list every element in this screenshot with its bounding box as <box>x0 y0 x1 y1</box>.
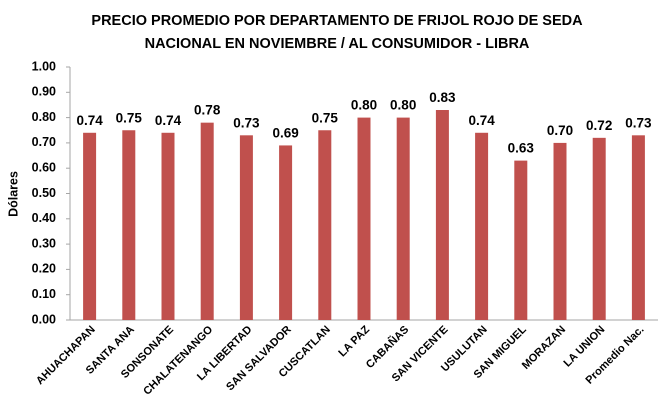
bar <box>318 130 332 320</box>
y-tick-label: 0.70 <box>32 135 56 149</box>
chart-title: PRECIO PROMEDIO POR DEPARTAMENTO DE FRIJ… <box>91 13 583 29</box>
y-tick-label: 0.90 <box>32 85 56 99</box>
value-label: 0.72 <box>586 118 612 133</box>
value-label: 0.80 <box>351 98 377 113</box>
y-axis-label: Dólares <box>6 171 20 217</box>
value-label: 0.75 <box>116 110 143 125</box>
y-tick-label: 0.80 <box>32 110 56 124</box>
bar <box>396 117 410 320</box>
x-tick-label: AHUACHAPAN <box>34 324 98 388</box>
bar <box>357 117 371 320</box>
bar <box>122 130 136 320</box>
bar <box>161 132 175 320</box>
y-tick-label: 0.60 <box>32 160 56 174</box>
y-tick-label: 0.40 <box>32 211 56 225</box>
y-tick-label: 0.10 <box>32 287 56 301</box>
value-label: 0.75 <box>312 110 339 125</box>
value-label: 0.63 <box>508 141 535 156</box>
value-label: 0.70 <box>547 123 573 138</box>
bar <box>475 132 489 320</box>
value-label: 0.80 <box>390 98 416 113</box>
value-label: 0.69 <box>272 125 298 140</box>
y-tick-label: 0.30 <box>32 236 56 250</box>
value-label: 0.73 <box>233 115 260 130</box>
chart-title: NACIONAL EN NOVIEMBRE / AL CONSUMIDOR - … <box>145 36 530 52</box>
bar <box>83 132 97 320</box>
value-label: 0.74 <box>76 113 103 128</box>
bar <box>631 135 645 320</box>
bar <box>592 137 606 320</box>
y-tick-label: 0.20 <box>32 262 56 276</box>
value-label: 0.73 <box>625 115 652 130</box>
y-tick-label: 1.00 <box>32 59 56 73</box>
bar <box>435 110 449 320</box>
y-tick-label: 0.50 <box>32 186 56 200</box>
value-label: 0.78 <box>194 103 221 118</box>
bar <box>279 145 293 320</box>
x-tick-label: LA PAZ <box>336 323 372 359</box>
value-label: 0.83 <box>429 90 456 105</box>
x-tick-label: CHALATENANGO <box>141 323 215 397</box>
bar <box>239 135 253 320</box>
value-label: 0.74 <box>155 113 182 128</box>
y-tick-label: 0.00 <box>32 312 56 326</box>
bar <box>514 160 528 320</box>
value-label: 0.74 <box>468 113 495 128</box>
bar <box>200 122 214 320</box>
bar <box>553 142 567 320</box>
